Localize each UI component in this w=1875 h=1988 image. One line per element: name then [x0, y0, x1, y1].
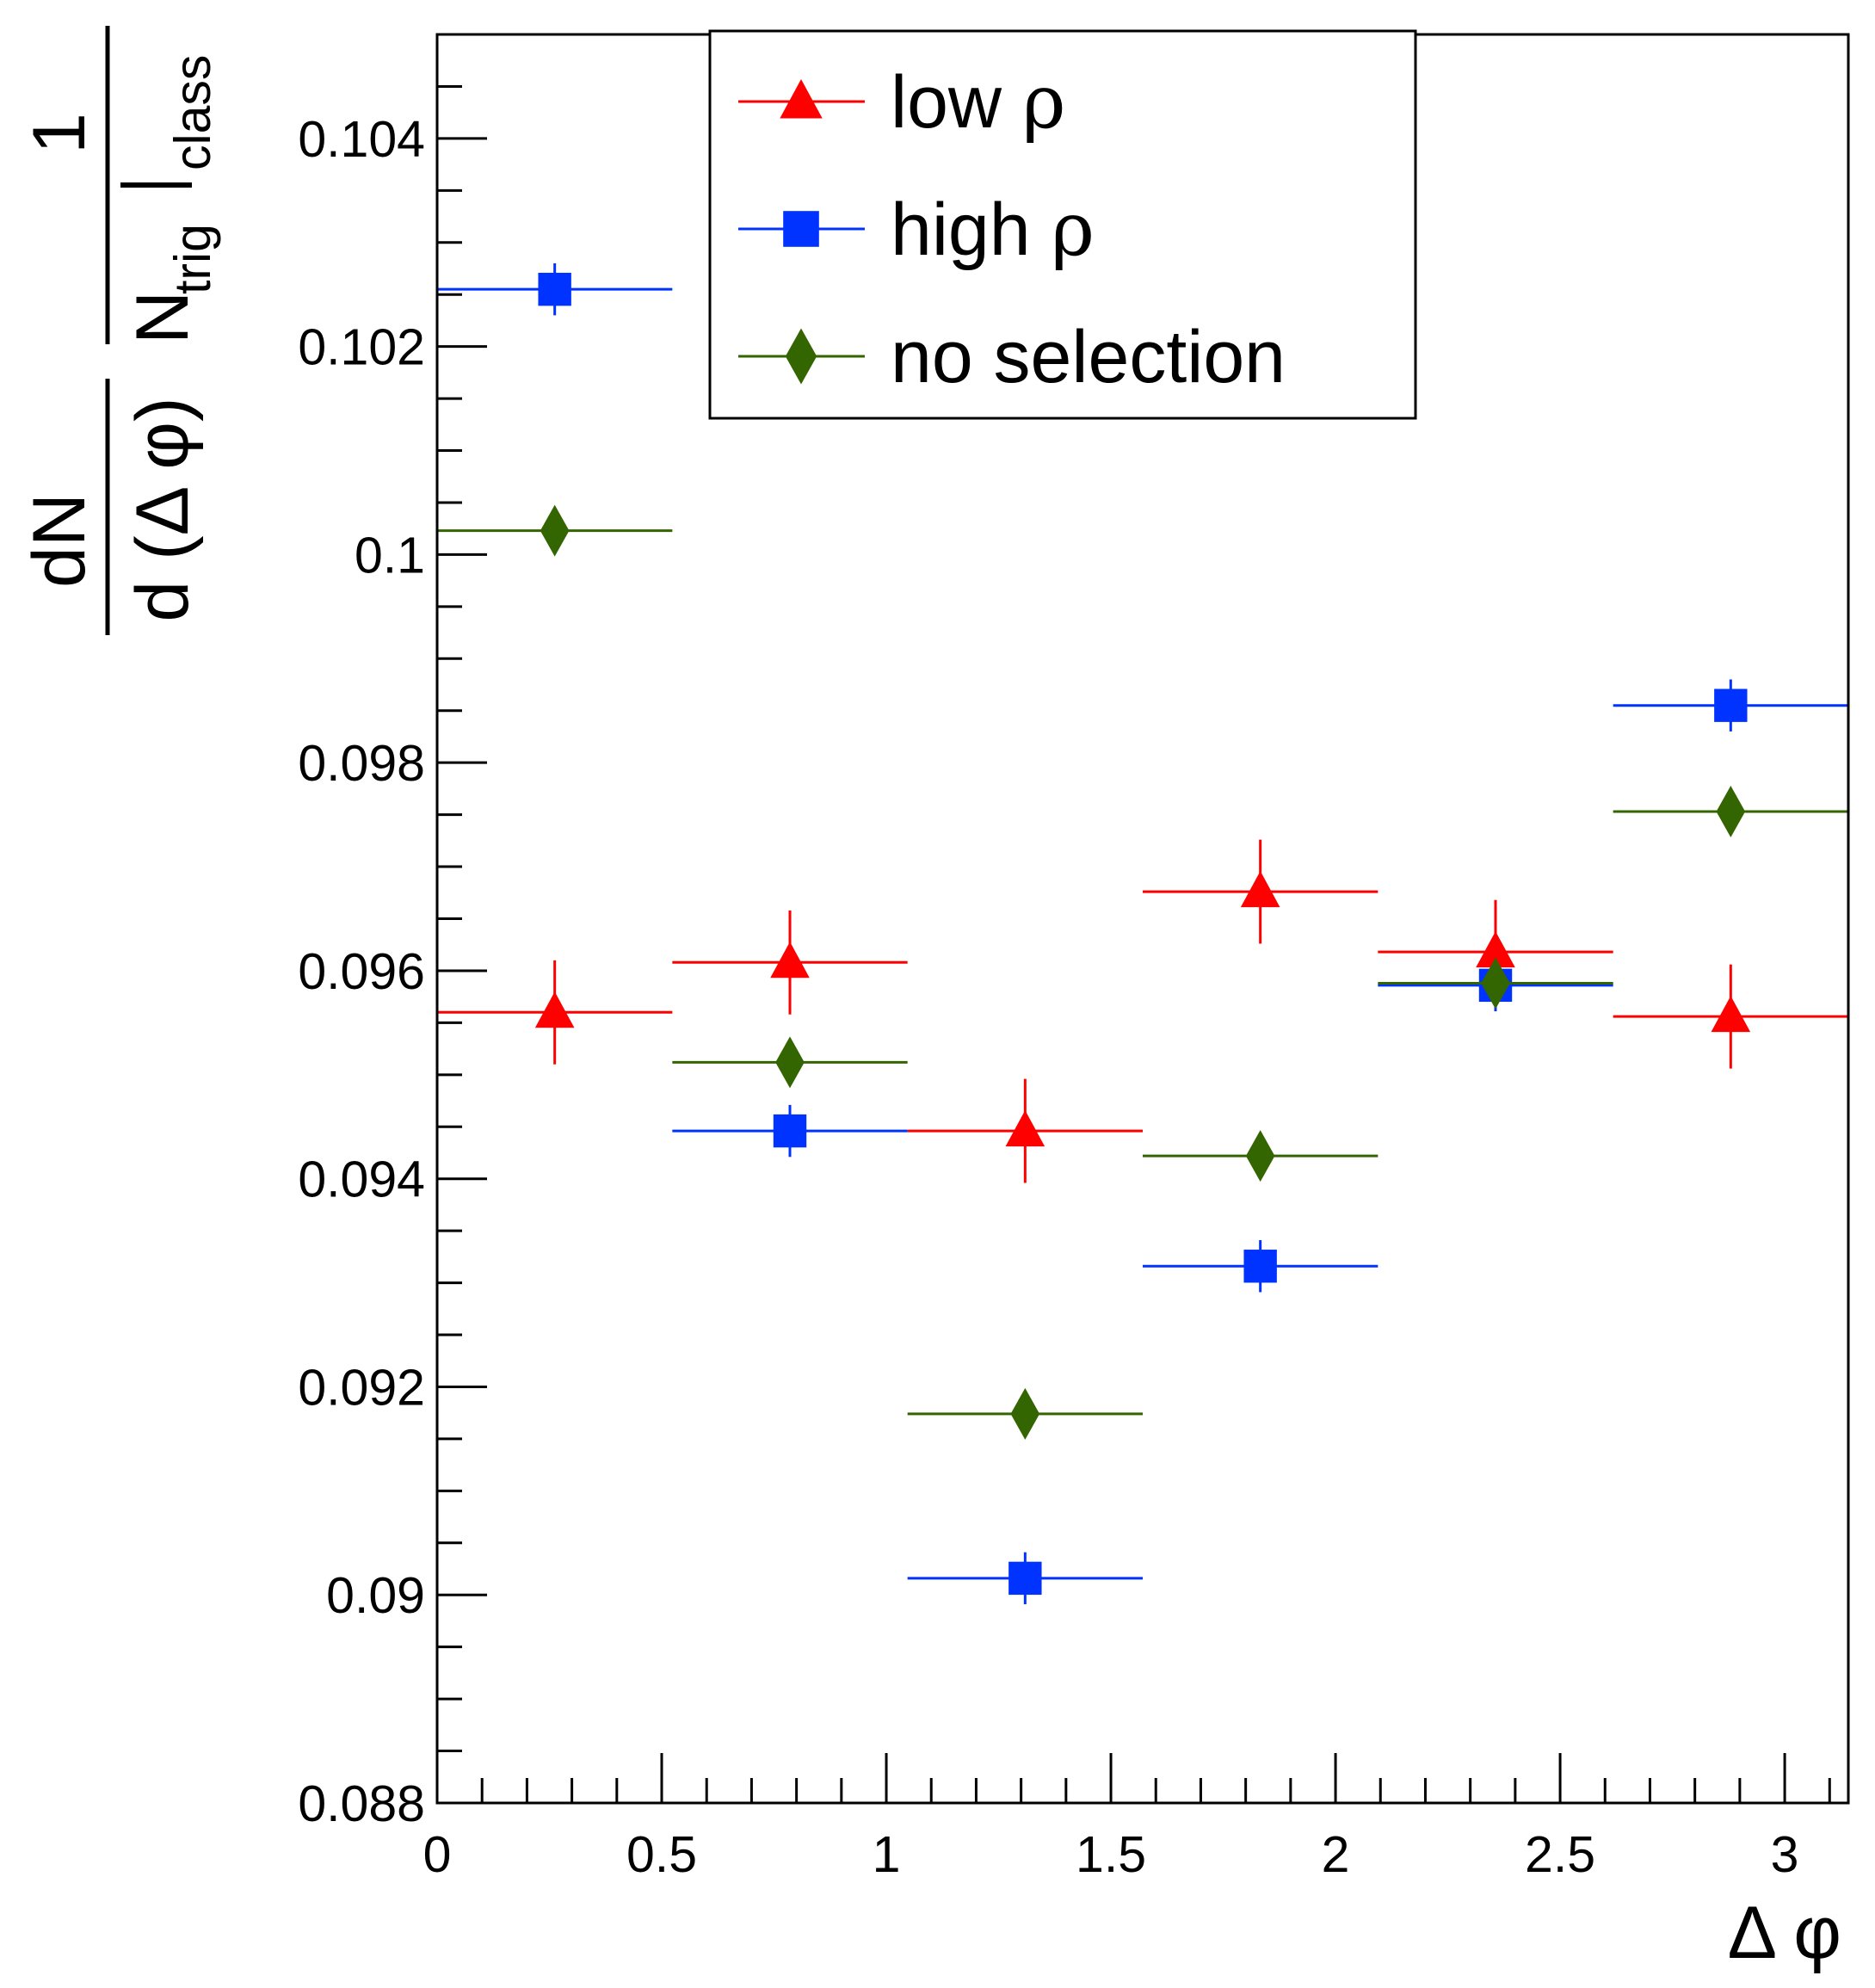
- data-point-triangle: [1005, 1110, 1045, 1147]
- data-point-diamond: [1481, 957, 1510, 1009]
- y-tick-label: 0.092: [298, 1359, 425, 1416]
- legend-label: low ρ: [891, 59, 1066, 145]
- data-layer: [437, 262, 1848, 1605]
- y-tick-label: 0.1: [355, 527, 425, 583]
- legend-marker-square: [783, 211, 819, 247]
- legend-box: [708, 29, 1417, 420]
- x-tick-label: 2: [1322, 1826, 1350, 1883]
- data-point-square: [1714, 688, 1748, 722]
- legend: low ρ high ρ no selection: [738, 59, 1286, 398]
- y-tick-label: 0.102: [298, 319, 425, 376]
- y-title-class: class: [164, 55, 221, 170]
- x-tick-label: 1.5: [1076, 1826, 1146, 1883]
- data-point-triangle: [534, 991, 575, 1028]
- data-point-triangle: [1240, 871, 1280, 908]
- x-tick-label: 1: [873, 1826, 901, 1883]
- y-tick-label: 0.098: [298, 735, 425, 792]
- y-title-n: N: [121, 291, 204, 344]
- x-axis-title: Δ φ: [1728, 1892, 1841, 1974]
- y-title-one: 1: [18, 113, 101, 154]
- y-tick-label: 0.104: [298, 111, 425, 168]
- y-title-trig: trig: [164, 224, 221, 294]
- y-tick-labels: 0.088 0.09 0.092 0.094 0.096 0.098 0.1 0.102 0.1…: [298, 111, 425, 1832]
- y-tick-label: 0.094: [298, 1151, 425, 1208]
- data-point-triangle: [770, 942, 810, 979]
- data-point-square: [773, 1114, 807, 1148]
- series-diamond: [437, 504, 1848, 1440]
- legend-label: high ρ: [891, 187, 1095, 273]
- data-point-triangle: [1476, 931, 1515, 968]
- x-tick-label: 0.5: [626, 1826, 697, 1883]
- x-tick-labels: 0 0.5 1 1.5 2 2.5 3: [423, 1826, 1799, 1883]
- y-tick-label: 0.088: [298, 1775, 425, 1832]
- legend-marker-diamond: [785, 328, 817, 385]
- data-point-diamond: [1245, 1130, 1275, 1182]
- y-axis-title: dN d (Δ φ) 1 N trig class: [18, 26, 221, 635]
- x-tick-label: 3: [1771, 1826, 1799, 1883]
- data-point-diamond: [1716, 785, 1746, 837]
- data-point-diamond: [540, 504, 570, 557]
- x-tick-label: 0: [423, 1826, 452, 1883]
- data-point-triangle: [1711, 996, 1751, 1033]
- x-tick-label: 2.5: [1525, 1826, 1595, 1883]
- legend-label: no selection: [891, 316, 1286, 398]
- data-point-square: [538, 272, 571, 306]
- series-triangle: [437, 839, 1848, 1183]
- data-point-square: [1008, 1561, 1042, 1596]
- y-title-numerator: dN: [18, 493, 101, 588]
- legend-marker-triangle: [780, 79, 823, 119]
- data-point-diamond: [1010, 1387, 1040, 1440]
- y-tick-label: 0.096: [298, 943, 425, 1000]
- data-point-diamond: [775, 1036, 805, 1089]
- y-tick-label: 0.09: [326, 1567, 425, 1624]
- y-title-denominator: d (Δ φ): [121, 397, 204, 621]
- data-point-square: [1243, 1250, 1277, 1283]
- ticks-layer: [435, 33, 1831, 1805]
